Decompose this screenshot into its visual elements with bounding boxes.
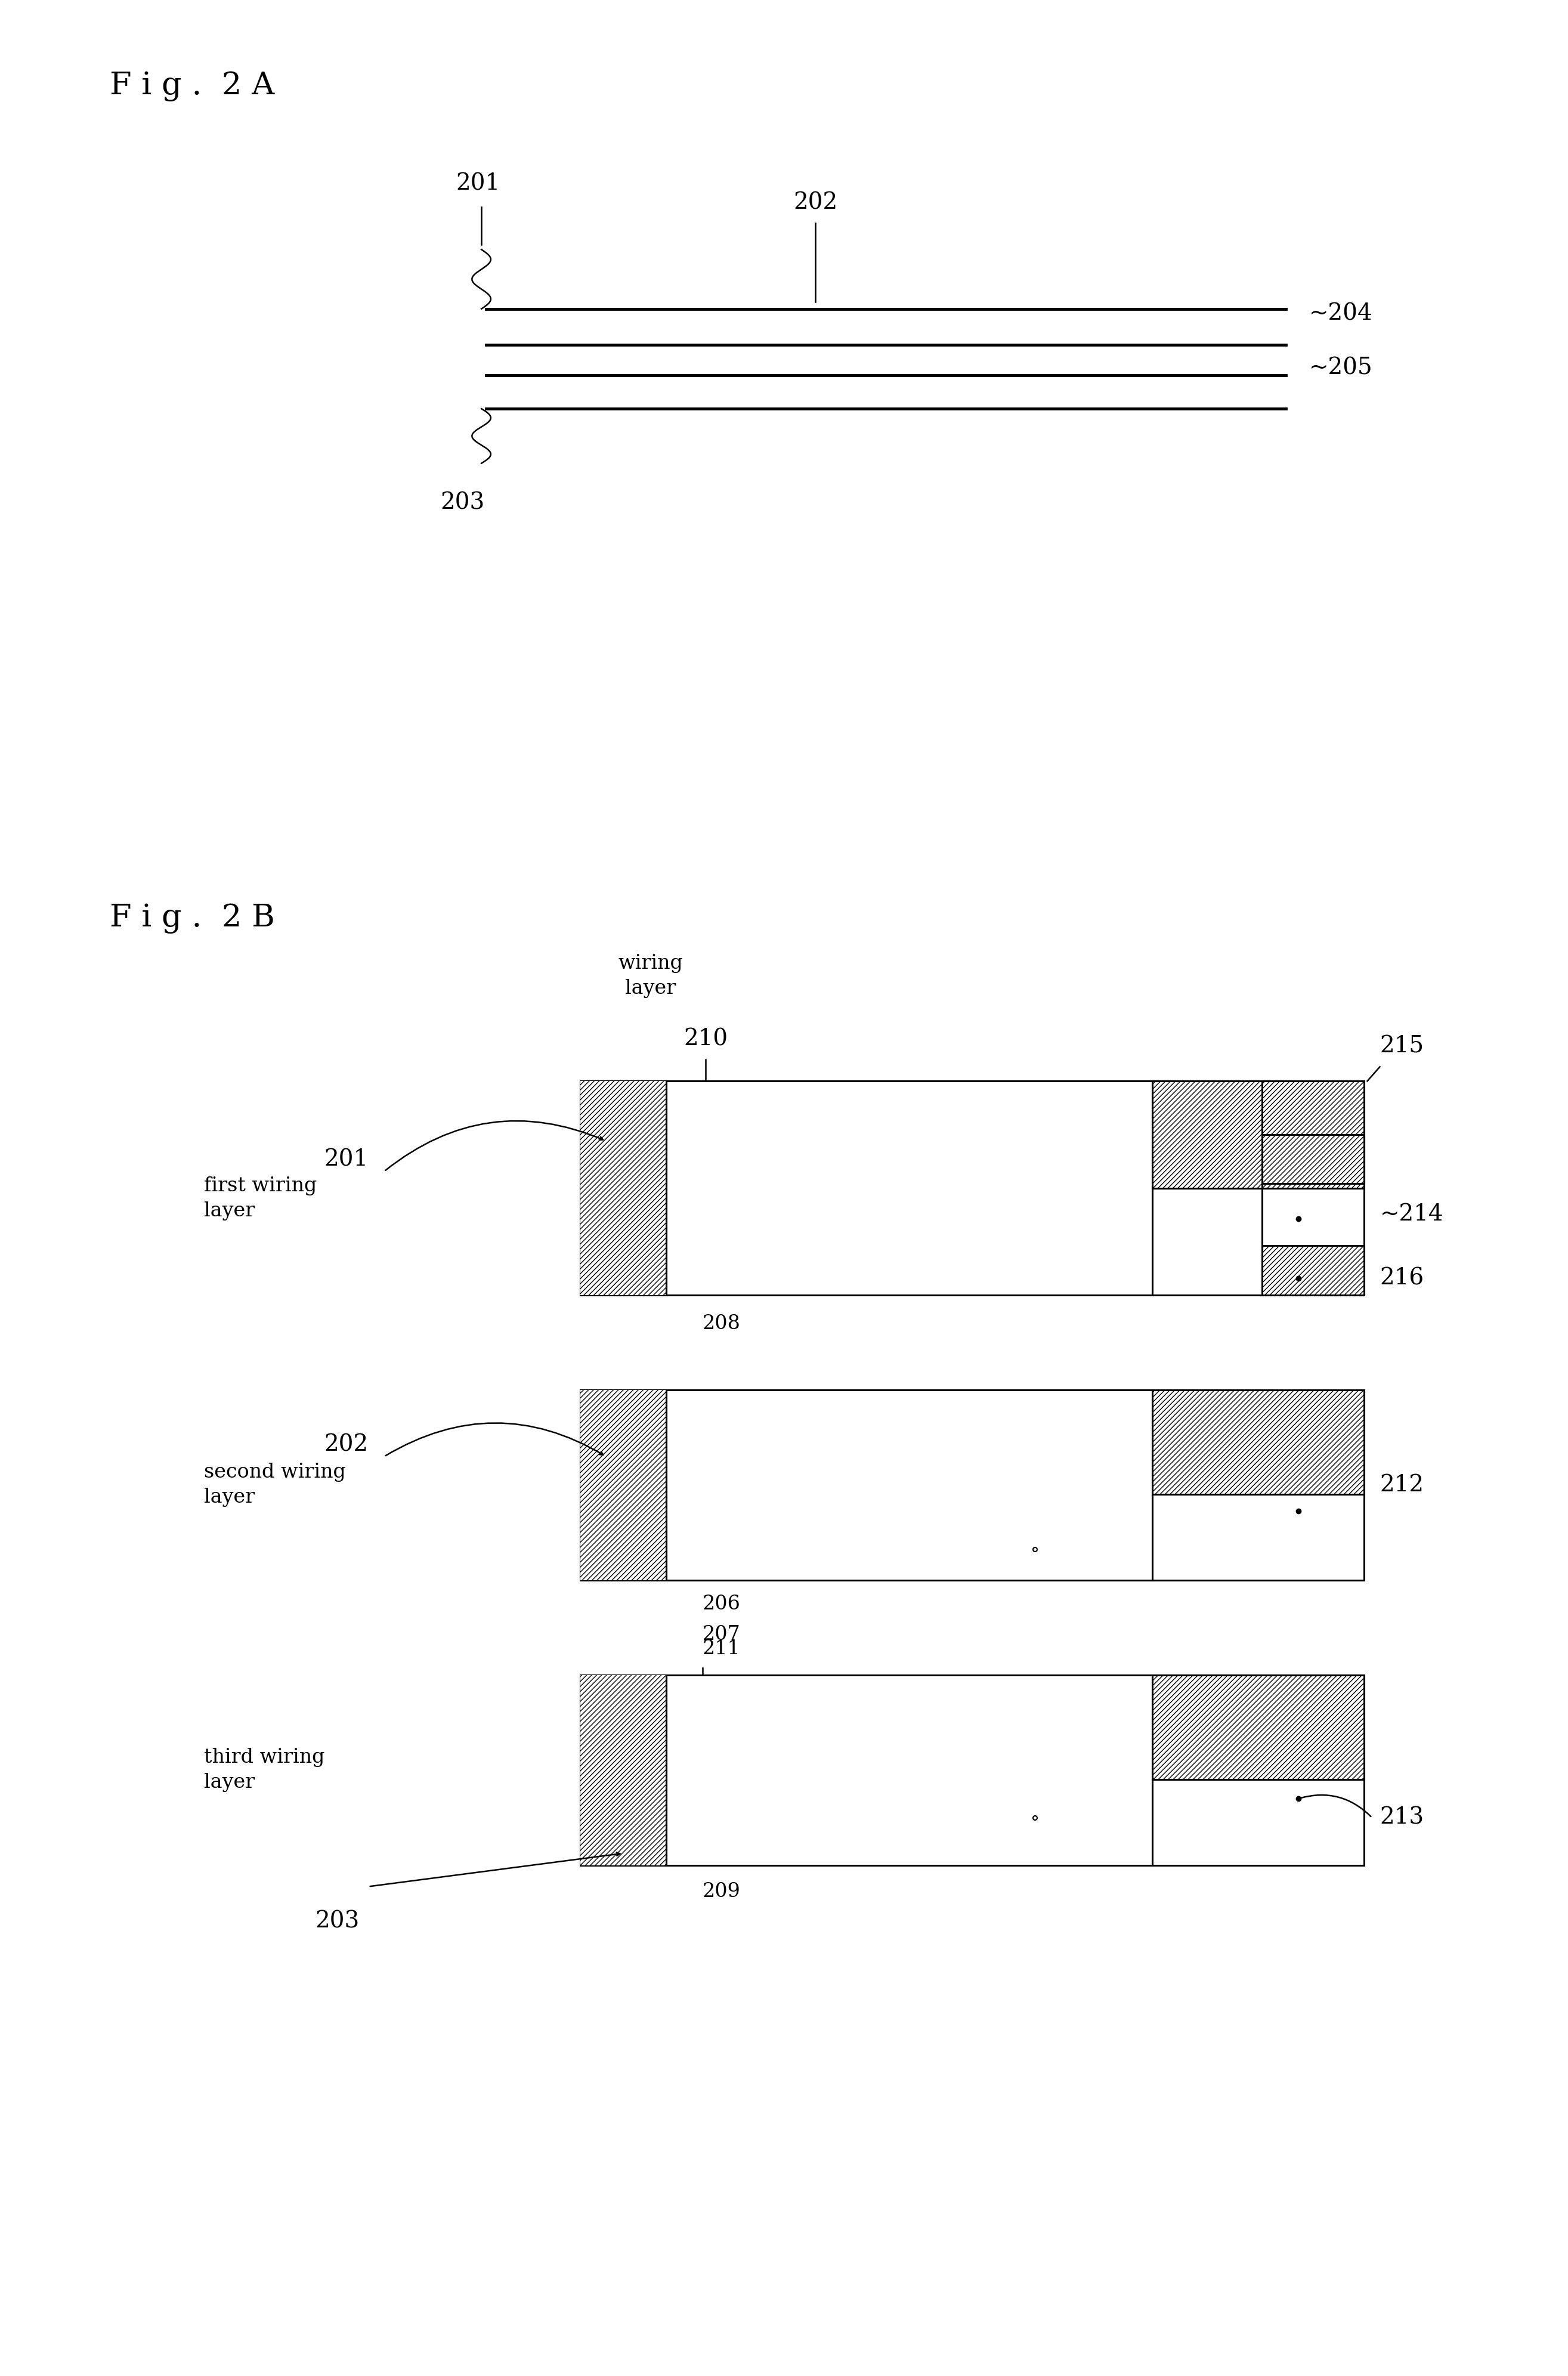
Text: 208: 208 <box>702 1314 740 1333</box>
Text: first wiring
layer: first wiring layer <box>204 1176 317 1221</box>
Text: 203: 203 <box>441 492 485 513</box>
Text: 210: 210 <box>684 1029 728 1050</box>
Text: 201: 201 <box>325 1148 368 1171</box>
Bar <box>1262 1245 1364 1295</box>
Text: 209: 209 <box>702 1882 740 1901</box>
Text: 207: 207 <box>702 1625 740 1644</box>
Text: ~204: ~204 <box>1309 302 1374 326</box>
Bar <box>580 1390 1364 1580</box>
Bar <box>580 1081 1364 1295</box>
Bar <box>1152 1081 1364 1188</box>
Text: 213: 213 <box>1380 1806 1424 1830</box>
Text: 202: 202 <box>325 1433 368 1456</box>
Bar <box>1262 1133 1364 1183</box>
Bar <box>1152 1390 1364 1495</box>
Text: 216: 216 <box>1380 1266 1424 1290</box>
Bar <box>580 1675 1364 1865</box>
Text: 201: 201 <box>456 173 500 195</box>
Text: second wiring
layer: second wiring layer <box>204 1464 345 1506</box>
Bar <box>580 1675 666 1865</box>
Bar <box>580 1390 666 1580</box>
Text: third wiring
layer: third wiring layer <box>204 1749 325 1792</box>
Text: 203: 203 <box>315 1910 359 1932</box>
Bar <box>580 1081 666 1295</box>
Text: 202: 202 <box>793 192 837 214</box>
Text: wiring
layer: wiring layer <box>618 953 684 998</box>
Text: ~214: ~214 <box>1380 1202 1444 1226</box>
Text: 215: 215 <box>1380 1036 1424 1057</box>
Text: ~205: ~205 <box>1309 356 1374 380</box>
Text: 206: 206 <box>702 1594 740 1613</box>
Text: 211: 211 <box>702 1639 740 1658</box>
Text: 212: 212 <box>1380 1473 1424 1497</box>
Bar <box>1152 1675 1364 1780</box>
Text: F i g .  2 B: F i g . 2 B <box>110 903 274 934</box>
Text: F i g .  2 A: F i g . 2 A <box>110 71 274 102</box>
